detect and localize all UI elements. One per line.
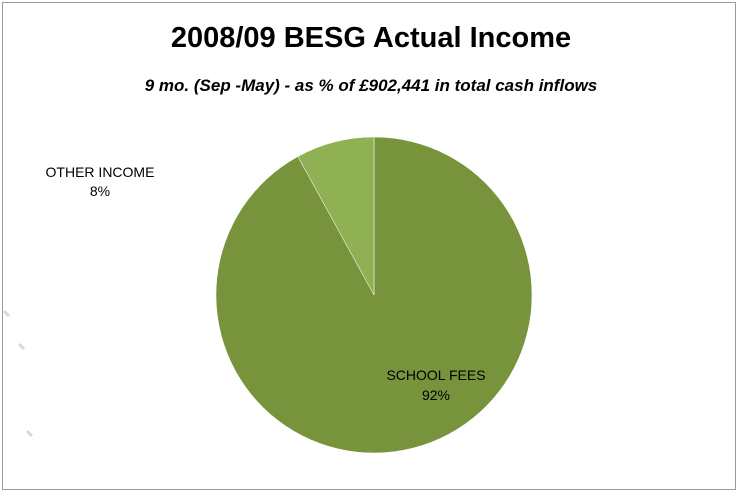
slice-label-school-fees-value: 92% (422, 387, 450, 403)
slice-label-other-income-name: OTHER INCOME (46, 164, 155, 180)
slice-label-school-fees-name: SCHOOL FEES (386, 367, 485, 383)
chart-subtitle: 9 mo. (Sep -May) - as % of £902,441 in t… (144, 76, 598, 95)
pie-slice-other-income (297, 136, 375, 296)
chart-title: 2008/09 BESG Actual Income (170, 22, 572, 54)
slice-label-other-income-value: 8% (90, 183, 110, 199)
